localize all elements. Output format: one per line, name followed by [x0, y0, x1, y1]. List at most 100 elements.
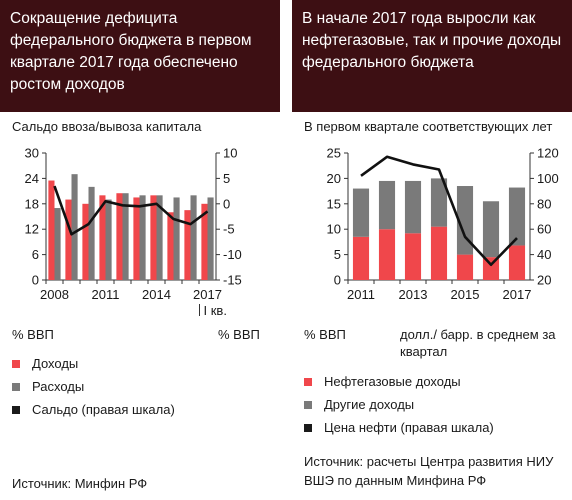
left-chart-y-right-tick-label: -5: [223, 222, 235, 237]
left-chart-bar-expenses: [190, 195, 197, 280]
left-chart-bar-expenses: [71, 174, 78, 280]
left-chart-bar-expenses: [105, 199, 112, 280]
left-chart-y-right-tick-label: 0: [223, 196, 230, 211]
left-chart-bar-expenses: [173, 197, 180, 280]
left-chart-bar-revenue: [48, 180, 55, 280]
left-source: Источник: Минфин РФ: [12, 476, 148, 491]
right-chart-y-left-tick-label: 0: [334, 273, 341, 288]
right-chart-x-tick-label: 2011: [347, 287, 375, 302]
legend-item-oil-gas: Нефтегазовые доходы: [304, 370, 494, 393]
right-chart-bar-oil-gas: [352, 236, 370, 280]
left-chart-bar-revenue: [201, 203, 208, 280]
left-chart-bar-expenses: [88, 186, 95, 280]
right-panel: В начале 2017 года выросли как нефтегазо…: [292, 0, 572, 500]
right-chart-y-right-tick-label: 120: [537, 146, 559, 161]
left-chart-bar-expenses: [139, 195, 146, 280]
right-chart-subtitle: В первом квартале соответствующих лет: [304, 119, 553, 134]
right-chart-bar-other: [352, 188, 370, 237]
legend-swatch-oil-price: [304, 423, 312, 432]
left-chart-y-left-tick-label: 18: [25, 196, 39, 211]
left-chart-bar-revenue: [99, 195, 106, 280]
left-chart-x-tick-label: 2008: [40, 287, 69, 302]
legend-swatch-expenses: [12, 382, 20, 391]
right-chart-y-left-tick-label: 25: [327, 146, 341, 161]
right-chart-bar-other: [404, 180, 422, 234]
left-chart-y-left-tick-label: 24: [25, 171, 39, 186]
left-chart-y-right-tick-label: 5: [223, 171, 230, 186]
left-chart-bar-expenses: [122, 193, 129, 280]
right-unit-left: % ВВП: [304, 327, 346, 342]
legend-label-balance: Сальдо (правая шкала): [32, 402, 175, 417]
right-source: Источник: расчеты Центра развития НИУ ВШ…: [304, 454, 554, 488]
left-legend: Доходы Расходы Сальдо (правая шкала): [12, 352, 175, 421]
right-chart-y-left-tick-label: 15: [327, 196, 341, 211]
right-chart-bar-oil-gas: [482, 257, 500, 280]
right-chart-x-tick-label: 2013: [399, 287, 428, 302]
right-chart-bar-other: [430, 178, 448, 227]
right-chart-y-left-tick-label: 5: [334, 247, 341, 262]
left-chart-y-left-tick-label: 6: [32, 247, 39, 262]
left-chart-bar-revenue: [184, 210, 191, 280]
left-chart-title: Сокращение дефицита федерального бюджета…: [0, 0, 280, 112]
legend-swatch-revenue: [12, 359, 20, 368]
legend-item-expenses: Расходы: [12, 375, 175, 398]
right-chart-bar-oil-gas: [430, 226, 448, 280]
left-chart-x-tick-label: 2014: [142, 287, 171, 302]
left-chart-x-annotation: I кв.: [204, 303, 227, 318]
legend-item-oil-price: Цена нефти (правая шкала): [304, 416, 494, 439]
right-chart-bar-other: [508, 187, 526, 246]
left-chart-y-left-tick-label: 0: [32, 273, 39, 288]
legend-label-other: Другие доходы: [324, 397, 415, 412]
left-chart-bar-expenses: [156, 195, 163, 280]
right-chart-y-right-tick-label: 80: [537, 196, 551, 211]
right-chart-y-right-tick-label: 20: [537, 273, 551, 288]
right-chart-y-left-tick-label: 10: [327, 222, 341, 237]
left-chart-y-right-tick-label: 10: [223, 146, 237, 161]
legend-swatch-balance: [12, 405, 20, 414]
left-chart-bar-revenue: [82, 203, 89, 280]
right-chart-title: В начале 2017 года выросли как нефтегазо…: [292, 0, 572, 112]
left-chart-line: [53, 185, 209, 236]
legend-label-expenses: Расходы: [32, 379, 85, 394]
left-panel: Сокращение дефицита федерального бюджета…: [0, 0, 280, 500]
right-chart-y-left-tick-label: 20: [327, 171, 341, 186]
right-unit-right: долл./ барр. в среднем за квартал: [400, 327, 556, 359]
legend-label-oil-gas: Нефтегазовые доходы: [324, 374, 461, 389]
left-chart-bar-revenue: [150, 195, 157, 280]
right-chart-bar-oil-gas: [456, 254, 474, 280]
right-chart-bar-other: [482, 201, 500, 258]
left-unit-left: % ВВП: [12, 327, 54, 342]
legend-item-other: Другие доходы: [304, 393, 494, 416]
right-chart-bar-other: [456, 186, 474, 255]
right-chart-y-right-tick-label: 60: [537, 222, 551, 237]
legend-item-revenue: Доходы: [12, 352, 175, 375]
left-chart: 0 6 12 18 24 30 -15 -10 -5 0 5 10 2008 2011 2014 2017I …: [25, 146, 242, 319]
left-chart-x-tick-label: 2011: [92, 287, 120, 302]
right-chart-bar-other: [378, 180, 396, 230]
right-chart-y-right-tick-label: 40: [537, 247, 551, 262]
right-chart-bar-oil-gas: [508, 245, 526, 280]
right-legend: Нефтегазовые доходы Другие доходы Цена н…: [304, 370, 494, 439]
right-chart-bar-oil-gas: [404, 233, 422, 280]
left-unit-right: % ВВП: [218, 327, 260, 342]
right-chart-line: [360, 155, 518, 267]
right-chart-x-tick-label: 2017: [503, 287, 532, 302]
legend-swatch-other: [304, 400, 312, 409]
left-chart-bar-revenue: [65, 199, 72, 280]
left-chart-y-left-tick-label: 12: [25, 222, 39, 237]
left-chart-bar-revenue: [116, 193, 123, 280]
legend-label-revenue: Доходы: [32, 356, 79, 371]
left-chart-bar-revenue: [133, 197, 140, 280]
left-chart-y-left-tick-label: 30: [25, 146, 39, 161]
legend-swatch-oil-gas: [304, 377, 312, 386]
left-chart-bar-expenses: [54, 208, 61, 280]
legend-item-balance: Сальдо (правая шкала): [12, 398, 175, 421]
right-chart: 0 5 10 15 20 25 20 40 60 80 100 120 2011 2013 2015 2017: [327, 146, 559, 303]
left-chart-y-right-tick-label: -15: [223, 273, 242, 288]
right-chart-y-right-tick-label: 100: [537, 171, 559, 186]
left-chart-y-right-tick-label: -10: [223, 247, 242, 262]
left-chart-x-tick-label: 2017: [193, 287, 222, 302]
legend-label-oil-price: Цена нефти (правая шкала): [324, 420, 494, 435]
left-chart-subtitle: Сальдо ввоза/вывоза капитала: [12, 119, 202, 134]
left-chart-bar-revenue: [167, 212, 174, 280]
